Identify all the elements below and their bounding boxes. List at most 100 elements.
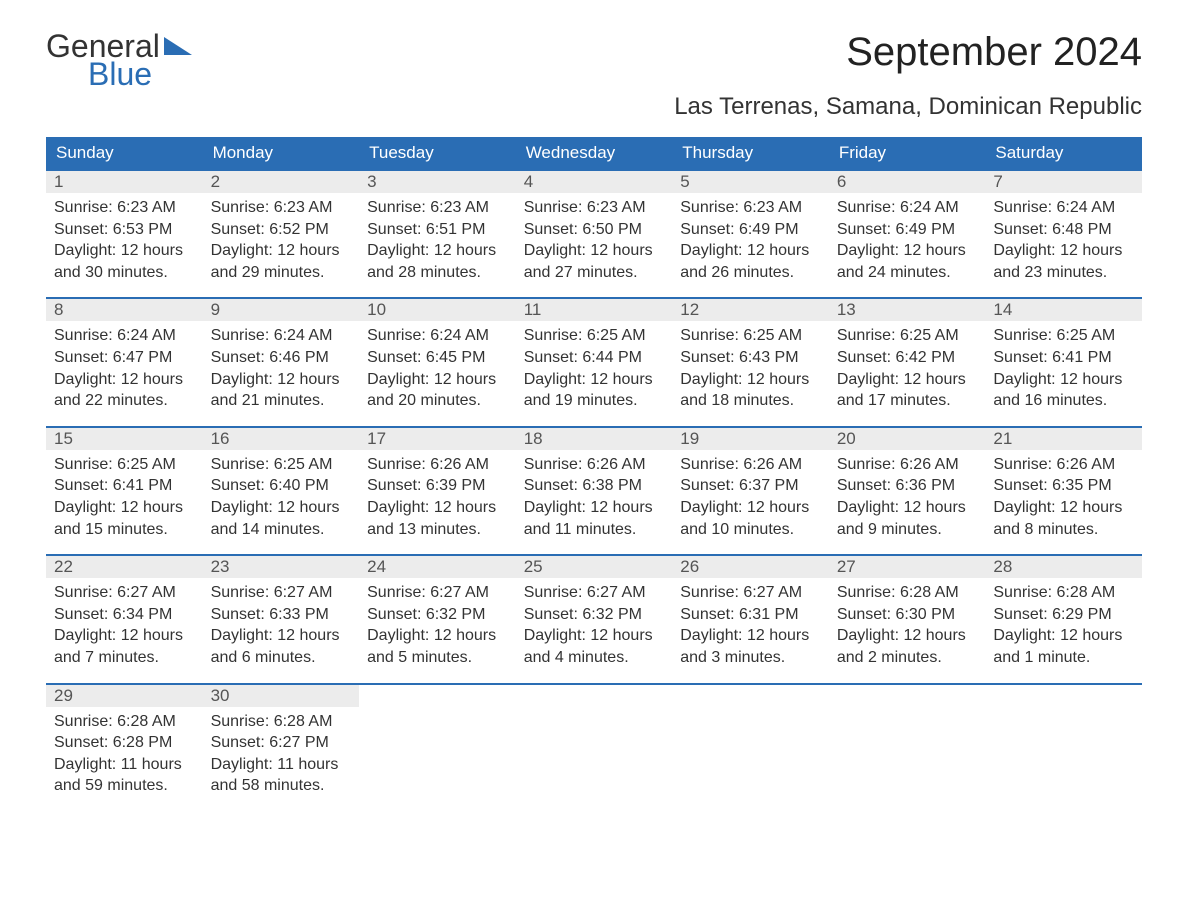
daylight-text: and 5 minutes.: [367, 647, 508, 669]
sunrise-text: Sunrise: 6:24 AM: [837, 197, 978, 219]
header: General Blue September 2024 Las Terrenas…: [46, 30, 1142, 131]
sunset-text: Sunset: 6:41 PM: [54, 475, 195, 497]
day-number-cell: 19: [672, 427, 829, 450]
sunset-text: Sunset: 6:32 PM: [524, 604, 665, 626]
daylight-text: and 29 minutes.: [211, 262, 352, 284]
day-number-cell: 10: [359, 298, 516, 321]
sunrise-text: Sunrise: 6:27 AM: [211, 582, 352, 604]
day-data-cell: Sunrise: 6:27 AMSunset: 6:31 PMDaylight:…: [672, 578, 829, 683]
day-number-cell: [359, 684, 516, 707]
daylight-text: Daylight: 12 hours: [367, 625, 508, 647]
daylight-text: Daylight: 12 hours: [680, 240, 821, 262]
sunrise-text: Sunrise: 6:23 AM: [524, 197, 665, 219]
col-saturday: Saturday: [985, 137, 1142, 170]
col-thursday: Thursday: [672, 137, 829, 170]
daylight-text: Daylight: 12 hours: [211, 497, 352, 519]
sunset-text: Sunset: 6:34 PM: [54, 604, 195, 626]
day-data-cell: Sunrise: 6:26 AMSunset: 6:38 PMDaylight:…: [516, 450, 673, 555]
day-data-cell: Sunrise: 6:28 AMSunset: 6:30 PMDaylight:…: [829, 578, 986, 683]
day-number-cell: 12: [672, 298, 829, 321]
sunrise-text: Sunrise: 6:28 AM: [54, 711, 195, 733]
daylight-text: and 1 minute.: [993, 647, 1134, 669]
sunrise-text: Sunrise: 6:27 AM: [367, 582, 508, 604]
daynum-row: 1234567: [46, 170, 1142, 193]
sunrise-text: Sunrise: 6:23 AM: [211, 197, 352, 219]
day-data-cell: Sunrise: 6:24 AMSunset: 6:49 PMDaylight:…: [829, 193, 986, 298]
day-data-cell: Sunrise: 6:23 AMSunset: 6:51 PMDaylight:…: [359, 193, 516, 298]
sunset-text: Sunset: 6:37 PM: [680, 475, 821, 497]
sunrise-text: Sunrise: 6:23 AM: [680, 197, 821, 219]
sunrise-text: Sunrise: 6:27 AM: [54, 582, 195, 604]
daylight-text: and 20 minutes.: [367, 390, 508, 412]
daylight-text: and 10 minutes.: [680, 519, 821, 541]
day-number-cell: 25: [516, 555, 673, 578]
sunrise-text: Sunrise: 6:25 AM: [680, 325, 821, 347]
sunrise-text: Sunrise: 6:26 AM: [680, 454, 821, 476]
daylight-text: Daylight: 12 hours: [524, 369, 665, 391]
daylight-text: and 27 minutes.: [524, 262, 665, 284]
day-data-cell: Sunrise: 6:25 AMSunset: 6:41 PMDaylight:…: [46, 450, 203, 555]
daylight-text: Daylight: 12 hours: [54, 369, 195, 391]
daylight-text: and 9 minutes.: [837, 519, 978, 541]
day-number-cell: 28: [985, 555, 1142, 578]
day-number-cell: 21: [985, 427, 1142, 450]
day-number-cell: 18: [516, 427, 673, 450]
day-data-cell: Sunrise: 6:26 AMSunset: 6:37 PMDaylight:…: [672, 450, 829, 555]
day-data-cell: Sunrise: 6:23 AMSunset: 6:49 PMDaylight:…: [672, 193, 829, 298]
sunset-text: Sunset: 6:38 PM: [524, 475, 665, 497]
month-title: September 2024: [674, 30, 1142, 75]
daylight-text: Daylight: 12 hours: [837, 240, 978, 262]
col-tuesday: Tuesday: [359, 137, 516, 170]
daylight-text: Daylight: 12 hours: [680, 369, 821, 391]
day-data-cell: Sunrise: 6:24 AMSunset: 6:48 PMDaylight:…: [985, 193, 1142, 298]
data-row: Sunrise: 6:28 AMSunset: 6:28 PMDaylight:…: [46, 707, 1142, 811]
daylight-text: and 2 minutes.: [837, 647, 978, 669]
daylight-text: and 6 minutes.: [211, 647, 352, 669]
day-number-cell: 14: [985, 298, 1142, 321]
daylight-text: Daylight: 12 hours: [524, 240, 665, 262]
sunrise-text: Sunrise: 6:24 AM: [367, 325, 508, 347]
sunset-text: Sunset: 6:49 PM: [837, 219, 978, 241]
day-number-cell: 29: [46, 684, 203, 707]
daylight-text: Daylight: 12 hours: [54, 497, 195, 519]
col-wednesday: Wednesday: [516, 137, 673, 170]
sunset-text: Sunset: 6:48 PM: [993, 219, 1134, 241]
daylight-text: and 8 minutes.: [993, 519, 1134, 541]
day-data-cell: Sunrise: 6:27 AMSunset: 6:32 PMDaylight:…: [516, 578, 673, 683]
daylight-text: Daylight: 12 hours: [211, 625, 352, 647]
daylight-text: and 22 minutes.: [54, 390, 195, 412]
day-data-cell: Sunrise: 6:25 AMSunset: 6:44 PMDaylight:…: [516, 321, 673, 426]
data-row: Sunrise: 6:25 AMSunset: 6:41 PMDaylight:…: [46, 450, 1142, 555]
day-number-cell: 23: [203, 555, 360, 578]
daylight-text: Daylight: 12 hours: [680, 625, 821, 647]
daylight-text: Daylight: 12 hours: [367, 240, 508, 262]
day-number-cell: 20: [829, 427, 986, 450]
day-data-cell: Sunrise: 6:26 AMSunset: 6:39 PMDaylight:…: [359, 450, 516, 555]
sunset-text: Sunset: 6:50 PM: [524, 219, 665, 241]
daylight-text: and 16 minutes.: [993, 390, 1134, 412]
col-friday: Friday: [829, 137, 986, 170]
daylight-text: Daylight: 12 hours: [993, 625, 1134, 647]
day-number-cell: 17: [359, 427, 516, 450]
daylight-text: and 23 minutes.: [993, 262, 1134, 284]
sunset-text: Sunset: 6:32 PM: [367, 604, 508, 626]
sunset-text: Sunset: 6:41 PM: [993, 347, 1134, 369]
logo-part2: Blue: [88, 58, 192, 90]
day-number-cell: 30: [203, 684, 360, 707]
sunrise-text: Sunrise: 6:25 AM: [524, 325, 665, 347]
daynum-row: 891011121314: [46, 298, 1142, 321]
data-row: Sunrise: 6:27 AMSunset: 6:34 PMDaylight:…: [46, 578, 1142, 683]
day-number-cell: [985, 684, 1142, 707]
day-number-cell: 4: [516, 170, 673, 193]
sunset-text: Sunset: 6:46 PM: [211, 347, 352, 369]
sunset-text: Sunset: 6:47 PM: [54, 347, 195, 369]
day-number-cell: 22: [46, 555, 203, 578]
sunset-text: Sunset: 6:53 PM: [54, 219, 195, 241]
day-number-cell: 26: [672, 555, 829, 578]
day-data-cell: [985, 707, 1142, 811]
sunrise-text: Sunrise: 6:25 AM: [837, 325, 978, 347]
day-data-cell: Sunrise: 6:23 AMSunset: 6:52 PMDaylight:…: [203, 193, 360, 298]
day-data-cell: Sunrise: 6:28 AMSunset: 6:29 PMDaylight:…: [985, 578, 1142, 683]
day-number-cell: [516, 684, 673, 707]
daylight-text: Daylight: 12 hours: [367, 497, 508, 519]
